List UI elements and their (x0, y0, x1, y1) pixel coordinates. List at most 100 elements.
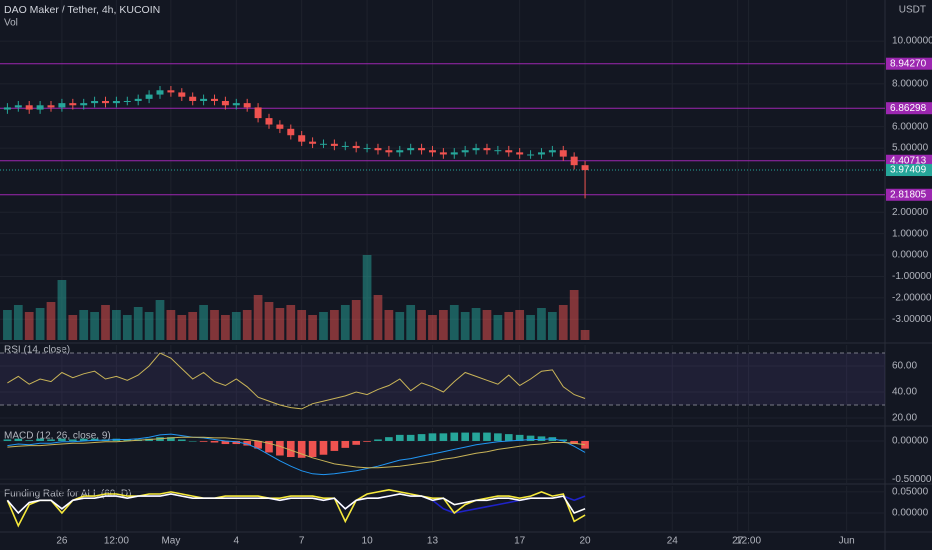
volume-bar (526, 315, 535, 340)
x-tick-label: 12:00 (736, 536, 761, 547)
macd-histogram-bar (210, 440, 219, 443)
y-tick-label: -3.00000 (892, 314, 932, 325)
candle-body (483, 148, 491, 151)
volume-bar (330, 310, 339, 340)
macd-histogram-bar (286, 440, 295, 458)
macd-histogram-bar (428, 433, 437, 441)
price-tag-label: 3.97409 (890, 165, 927, 176)
volume-bar (537, 308, 546, 340)
macd-histogram-bar (276, 440, 284, 456)
candle-body (537, 152, 545, 155)
macd-histogram-bar (483, 432, 491, 441)
macd-histogram-bar (406, 434, 415, 441)
macd-histogram-bar (319, 440, 328, 455)
candle-body (363, 148, 371, 150)
macd-histogram-bar (526, 435, 535, 441)
macd-histogram-bar (374, 439, 382, 441)
volume-bar (569, 290, 579, 340)
candle-body (396, 150, 404, 153)
volume-bar (351, 300, 361, 340)
price-tag (886, 57, 932, 70)
price-tag (886, 154, 932, 167)
macd-histogram-bar (243, 440, 252, 446)
candle-body (156, 90, 164, 95)
rsi-band (0, 353, 885, 405)
macd-histogram-bar (68, 439, 77, 441)
volume-bar (417, 310, 426, 340)
macd-histogram-bar (254, 440, 262, 449)
volume-bar (395, 312, 405, 340)
volume-bar (428, 315, 437, 340)
candle-body (505, 150, 513, 153)
candle-body (570, 156, 578, 166)
x-tick-label: 13 (427, 536, 439, 547)
x-tick-label: 17 (514, 536, 526, 547)
volume-bar (166, 310, 176, 340)
x-tick-label: 26 (56, 536, 68, 547)
candle-body (559, 150, 567, 157)
volume-bar (231, 312, 241, 340)
candle-body (200, 98, 208, 101)
candle-body (516, 152, 524, 155)
macd-histogram-bar (188, 440, 197, 442)
x-tick-label: 4 (234, 536, 240, 547)
y-tick-label: 5.00000 (892, 143, 929, 154)
x-tick-label: 20 (579, 536, 591, 547)
volume-bar (319, 312, 328, 340)
candle-body (287, 128, 295, 136)
volume-bar (471, 308, 481, 340)
macd-histogram-bar (232, 440, 241, 445)
candle-body (69, 103, 77, 106)
macd-histogram-bar (3, 439, 12, 441)
macd-histogram-bar (341, 440, 350, 448)
volume-bar (133, 307, 143, 340)
macd-histogram-bar (265, 440, 273, 453)
volume-bar (122, 315, 132, 340)
candle-body (276, 124, 284, 129)
volume-label: Vol (4, 18, 18, 29)
candle-body (36, 105, 44, 110)
candle-body (428, 150, 436, 153)
macd-histogram-bar (308, 440, 317, 458)
macd-line (7, 433, 586, 476)
macd-histogram-bar (450, 432, 459, 441)
price-tag (886, 102, 932, 115)
candle-body (319, 143, 327, 145)
candle-body (145, 94, 153, 99)
macd-histogram-bar (559, 439, 568, 441)
volume-bar (3, 310, 12, 340)
volume-bar (460, 312, 470, 340)
volume-bar (101, 305, 110, 340)
candle-body (527, 154, 535, 156)
candle-body (91, 100, 99, 104)
macd-histogram-bar (363, 440, 371, 442)
price-tag-label: 8.94270 (890, 58, 927, 69)
volume-bar (144, 312, 154, 340)
y-tick-label: -1.00000 (892, 271, 932, 282)
y-tick-label: 60.00 (892, 361, 917, 372)
macd-histogram-bar (417, 434, 426, 441)
funding-line (6, 493, 586, 515)
volume-bar (46, 302, 56, 340)
price-tag (886, 188, 932, 201)
candle-body (418, 148, 426, 151)
x-tick-label: 27 (732, 536, 744, 547)
candle-body (298, 135, 306, 142)
candle-body (221, 100, 229, 106)
volume-bar (384, 310, 394, 340)
volume-bar (286, 305, 296, 340)
candle-body (439, 152, 447, 155)
funding-line (6, 488, 586, 528)
chart-title: DAO Maker / Tether, 4h, KUCOIN (4, 4, 160, 16)
volume-bar (340, 305, 350, 340)
candle-body (102, 100, 109, 104)
y-tick-label: 8.00000 (892, 79, 929, 90)
candle-body (167, 90, 175, 93)
candle-body (494, 150, 502, 152)
y-tick-label: 0.05000 (892, 487, 929, 498)
candle-body (385, 150, 393, 153)
volume-bar (68, 315, 78, 340)
candle-body (232, 103, 240, 106)
